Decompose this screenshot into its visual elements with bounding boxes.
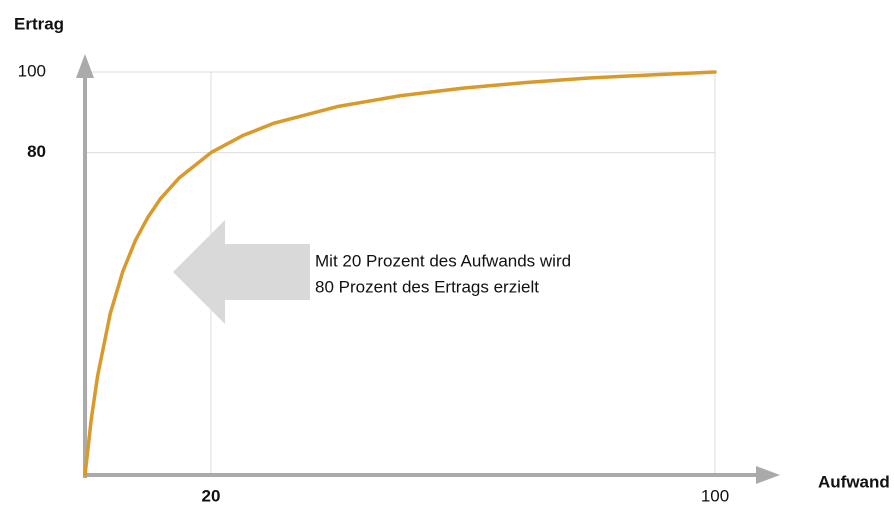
- x-tick-label: 100: [701, 486, 729, 505]
- x-tick-label: 20: [202, 486, 221, 505]
- y-axis-label: Ertrag: [14, 14, 64, 33]
- y-axis-arrow: [76, 54, 94, 78]
- annotation-arrow: [173, 220, 310, 324]
- grid: [85, 71, 716, 475]
- x-axis-label: Aufwand: [818, 472, 890, 491]
- annotation-line: 80 Prozent des Ertrags erzielt: [315, 277, 539, 296]
- curve: [83, 70, 717, 477]
- annotation-line: Mit 20 Prozent des Aufwands wird: [315, 251, 571, 270]
- y-tick-label: 80: [27, 142, 46, 161]
- x-axis-arrow: [756, 466, 780, 484]
- y-tick-label: 100: [18, 61, 46, 80]
